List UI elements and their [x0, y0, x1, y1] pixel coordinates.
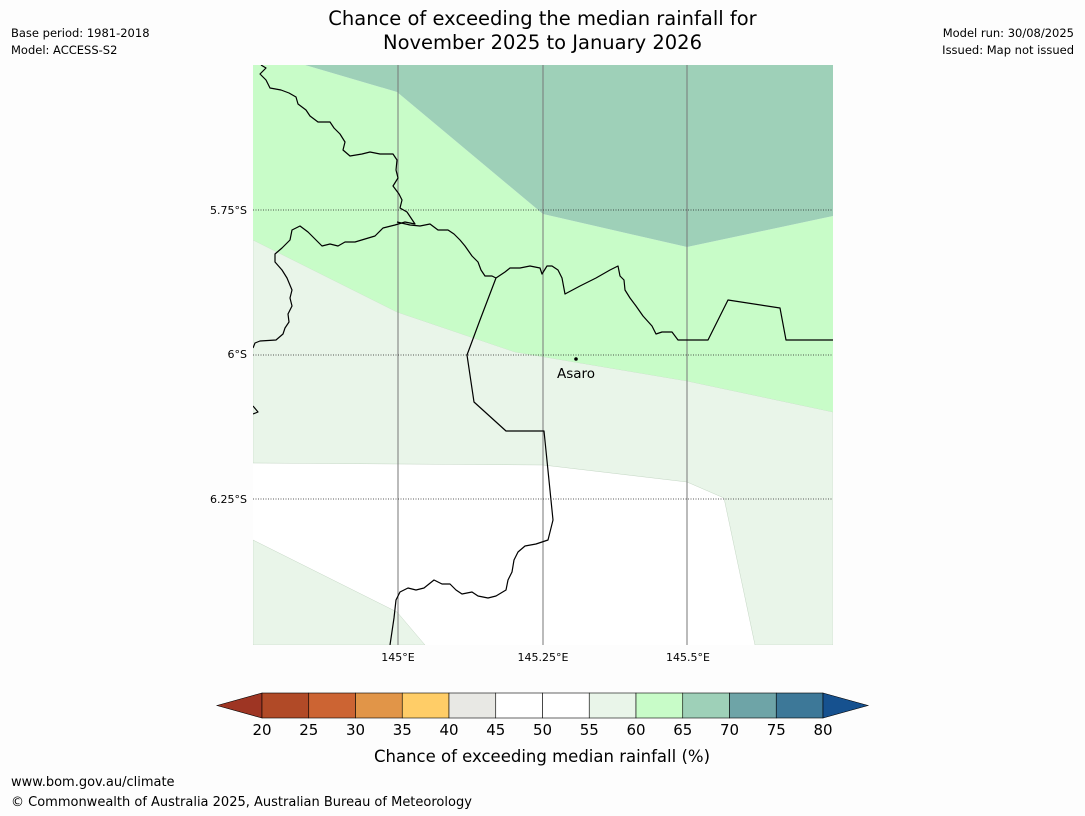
colorbar-segment — [495, 692, 543, 719]
footer-website: www.bom.gov.au/climate — [11, 775, 175, 790]
boundary-line — [389, 277, 554, 645]
lon-label: 145.5°E — [666, 651, 710, 664]
colorbar-segment — [542, 692, 590, 719]
colorbar-tick-label: 50 — [533, 721, 552, 739]
base-period-text: Base period: 1981-2018 — [11, 26, 150, 40]
region-55-60-southwest — [253, 539, 426, 645]
town-marker-dot — [574, 357, 578, 361]
lat-label: 6°S — [228, 348, 247, 361]
title-line-1: Chance of exceeding the median rainfall … — [328, 7, 757, 30]
colorbar-extend-low — [215, 692, 263, 719]
colorbar-tick-label: 60 — [626, 721, 645, 739]
lon-label: 145.25°E — [518, 651, 569, 664]
colorbar-tick-label: 55 — [580, 721, 599, 739]
colorbar-tick-label: 40 — [439, 721, 458, 739]
region-65-70 — [305, 65, 833, 247]
colorbar-extend-high — [822, 692, 870, 719]
colorbar-tick-label: 30 — [346, 721, 365, 739]
boundary-line — [253, 65, 416, 349]
colorbar-tick-label: 35 — [393, 721, 412, 739]
colorbar-tick-label: 80 — [813, 721, 832, 739]
colorbar-segment — [635, 692, 684, 719]
colorbar-title: Chance of exceeding median rainfall (%) — [374, 747, 710, 766]
model-text: Model: ACCESS-S2 — [11, 43, 118, 57]
colorbar-tick-label: 45 — [486, 721, 505, 739]
colorbar-segment — [588, 692, 637, 719]
town-label: Asaro — [557, 366, 595, 382]
lon-label: 145°E — [381, 651, 414, 664]
lat-label: 6.25°S — [210, 493, 247, 506]
colorbar-segment — [401, 692, 450, 719]
colorbar-tick-label: 25 — [299, 721, 318, 739]
boundary-line — [396, 221, 497, 279]
colorbar-segment — [261, 692, 310, 719]
footer-copyright: © Commonwealth of Australia 2025, Austra… — [11, 795, 472, 810]
colorbar-tick-label: 20 — [252, 721, 271, 739]
run-info-right: Model run: 30/08/2025 Issued: Map not is… — [942, 25, 1074, 59]
colorbar-tick-label: 75 — [767, 721, 786, 739]
run-info-left: Base period: 1981-2018 Model: ACCESS-S2 — [11, 25, 150, 59]
colorbar-segment — [775, 692, 824, 719]
boundary-line — [495, 265, 833, 341]
colorbar-segment — [355, 692, 403, 719]
boundary-line — [253, 405, 259, 415]
map-area — [253, 65, 833, 645]
colorbar: 20 25 30 35 40 45 50 55 60 65 70 75 80 — [215, 692, 870, 739]
colorbar-segment — [308, 692, 356, 719]
lat-label: 5.75°S — [210, 204, 247, 217]
title-line-2: November 2025 to January 2026 — [383, 31, 702, 54]
province-boundaries — [253, 65, 833, 645]
issued-text: Issued: Map not issued — [942, 43, 1074, 57]
map-title: Chance of exceeding the median rainfall … — [0, 7, 1085, 55]
colorbar-segment — [682, 692, 730, 719]
colorbar-segment — [448, 692, 497, 719]
colorbar-tick-label: 65 — [673, 721, 692, 739]
colorbar-segment — [729, 692, 777, 719]
colorbar-tick-label: 70 — [720, 721, 739, 739]
model-run-text: Model run: 30/08/2025 — [942, 26, 1074, 40]
